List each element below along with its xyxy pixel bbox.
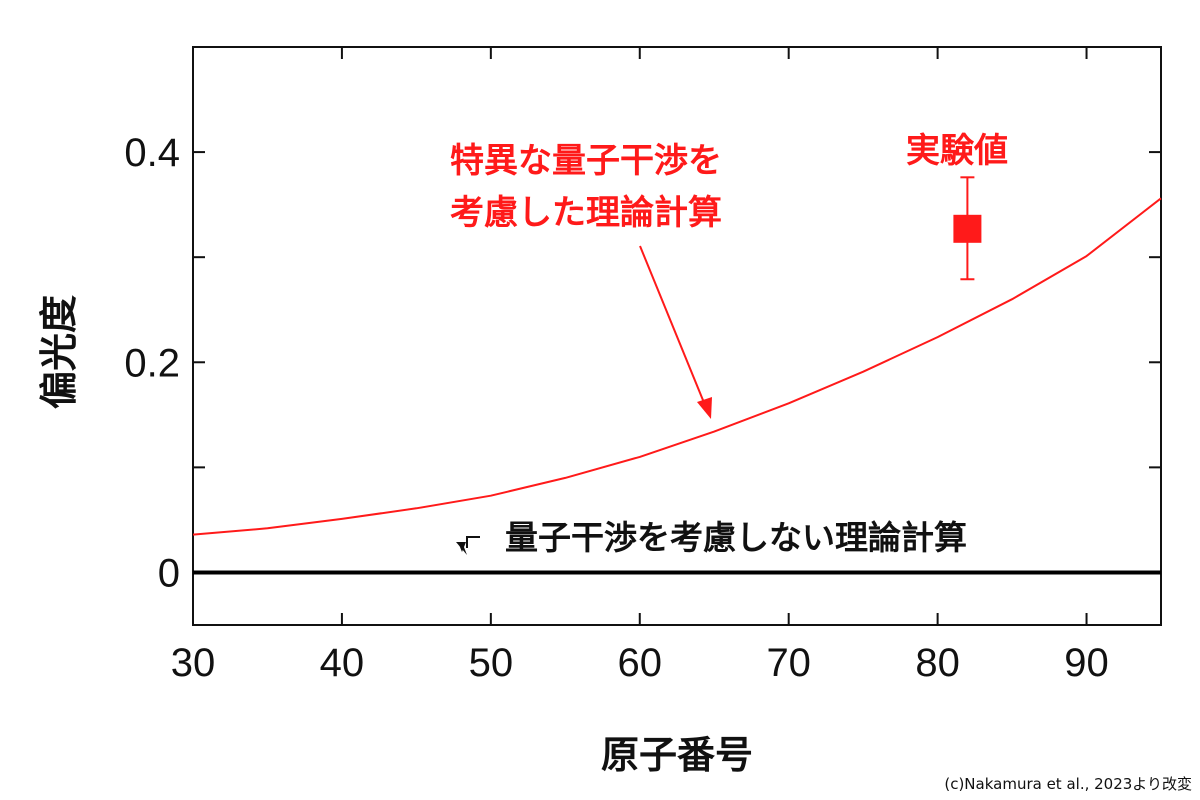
series (192, 197, 1162, 575)
annotation-theory-line1: 特異な量子干渉を (450, 141, 722, 181)
annotation-theory-line2: 考慮した理論計算 (450, 193, 722, 233)
experimental-point (953, 214, 982, 243)
y-tick-label: 0.2 (124, 341, 180, 385)
series-line-with-interference (192, 197, 1162, 536)
x-tick-label: 40 (320, 641, 365, 685)
annotation-arrow (639, 245, 712, 419)
x-tick-label: 70 (766, 641, 811, 685)
tick-labels: 30 40 50 60 70 80 90 0 0.2 0.4 (124, 131, 1108, 685)
x-tick-label: 90 (1064, 641, 1109, 685)
x-tick-label: 80 (915, 641, 960, 685)
plot-frame (192, 46, 1162, 626)
x-tick-label: 50 (469, 641, 514, 685)
x-tick-label: 60 (618, 641, 663, 685)
x-tick-label: 30 (171, 641, 216, 685)
y-tick-label: 0 (158, 551, 180, 595)
y-tick-label: 0.4 (124, 131, 180, 175)
y-axis-title: 偏光度 (37, 295, 81, 409)
x-axis-title: 原子番号 (601, 733, 753, 777)
data-points (953, 176, 982, 281)
annotation-experiment: 実験値 (906, 131, 1008, 171)
annotation-no-interference: 量子干渉を考慮しない理論計算 (505, 518, 967, 557)
annotation-no-interference-pointer (456, 536, 480, 555)
credit-text: (c)Nakamura et al., 2023より改変 (944, 775, 1192, 793)
